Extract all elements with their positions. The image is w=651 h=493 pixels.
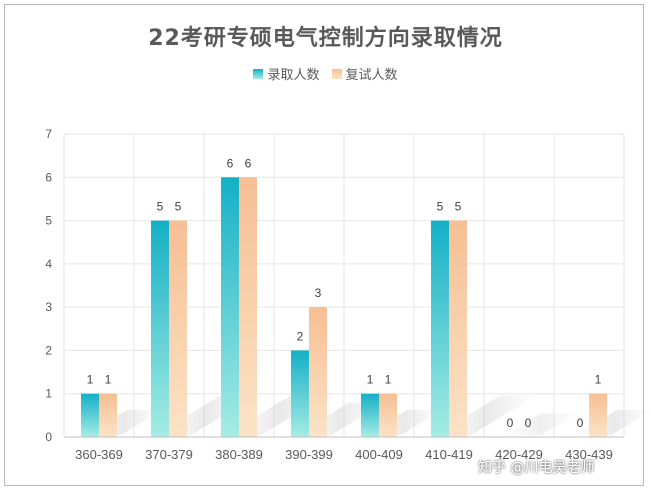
bar-interviewed (379, 393, 397, 437)
data-label: 1 (385, 373, 392, 387)
x-tick-label: 360-369 (75, 447, 123, 462)
x-tick-label: 430-439 (565, 447, 613, 462)
y-tick-label: 7 (45, 127, 52, 141)
y-tick-label: 6 (45, 170, 52, 184)
x-tick-label: 400-409 (355, 447, 403, 462)
data-label: 1 (87, 373, 94, 387)
data-label: 5 (455, 200, 462, 214)
data-label: 3 (315, 286, 322, 300)
data-label: 6 (227, 156, 234, 170)
legend-label-admitted: 录取人数 (267, 68, 320, 83)
bar-admitted (81, 393, 99, 437)
data-label: 1 (105, 373, 112, 387)
data-label: 5 (437, 200, 444, 214)
bar-interviewed (99, 393, 117, 437)
y-tick-label: 3 (45, 300, 52, 314)
legend-item-interviewed: 复试人数 (331, 64, 398, 83)
bar-admitted (291, 350, 309, 437)
data-label: 6 (245, 156, 252, 170)
data-label: 1 (595, 373, 602, 387)
data-label: 2 (297, 329, 304, 343)
data-label: 5 (175, 200, 182, 214)
data-label: 1 (367, 373, 374, 387)
chart-title: 22考研专硕电气控制方向录取情况 (148, 26, 503, 51)
bar-interviewed (239, 177, 257, 438)
x-tick-label: 370-379 (145, 447, 193, 462)
y-tick-label: 0 (45, 430, 52, 444)
y-tick-label: 5 (45, 214, 52, 228)
bar-shadow (575, 409, 651, 435)
legend-swatch-admitted (253, 68, 264, 79)
bar-admitted (151, 220, 169, 437)
legend-item-admitted: 录取人数 (253, 64, 320, 83)
data-label: 5 (157, 200, 164, 214)
x-tick-label: 390-399 (285, 447, 333, 462)
legend-label-interviewed: 复试人数 (345, 68, 398, 83)
bar-interviewed (589, 393, 607, 437)
bar-interviewed (309, 307, 327, 437)
y-tick-label: 4 (45, 257, 52, 271)
bar-interviewed (449, 220, 467, 437)
x-tick-label: 420-429 (495, 447, 543, 462)
bar-admitted (361, 393, 379, 437)
bar-admitted (431, 220, 449, 437)
legend-swatch-interviewed (331, 68, 342, 79)
bar-interviewed (169, 220, 187, 437)
y-tick-label: 2 (45, 343, 52, 357)
x-tick-label: 410-419 (425, 447, 473, 462)
bar-admitted (221, 177, 239, 438)
watermark: 知乎 @川电吴老师 (478, 460, 595, 476)
data-label: 0 (507, 416, 514, 430)
data-label: 0 (525, 416, 532, 430)
bar-shadow (505, 413, 577, 435)
y-tick-label: 1 (45, 387, 52, 401)
x-tick-label: 380-389 (215, 447, 263, 462)
data-label: 0 (577, 416, 584, 430)
chart-legend: 录取人数 复试人数 (0, 64, 651, 83)
